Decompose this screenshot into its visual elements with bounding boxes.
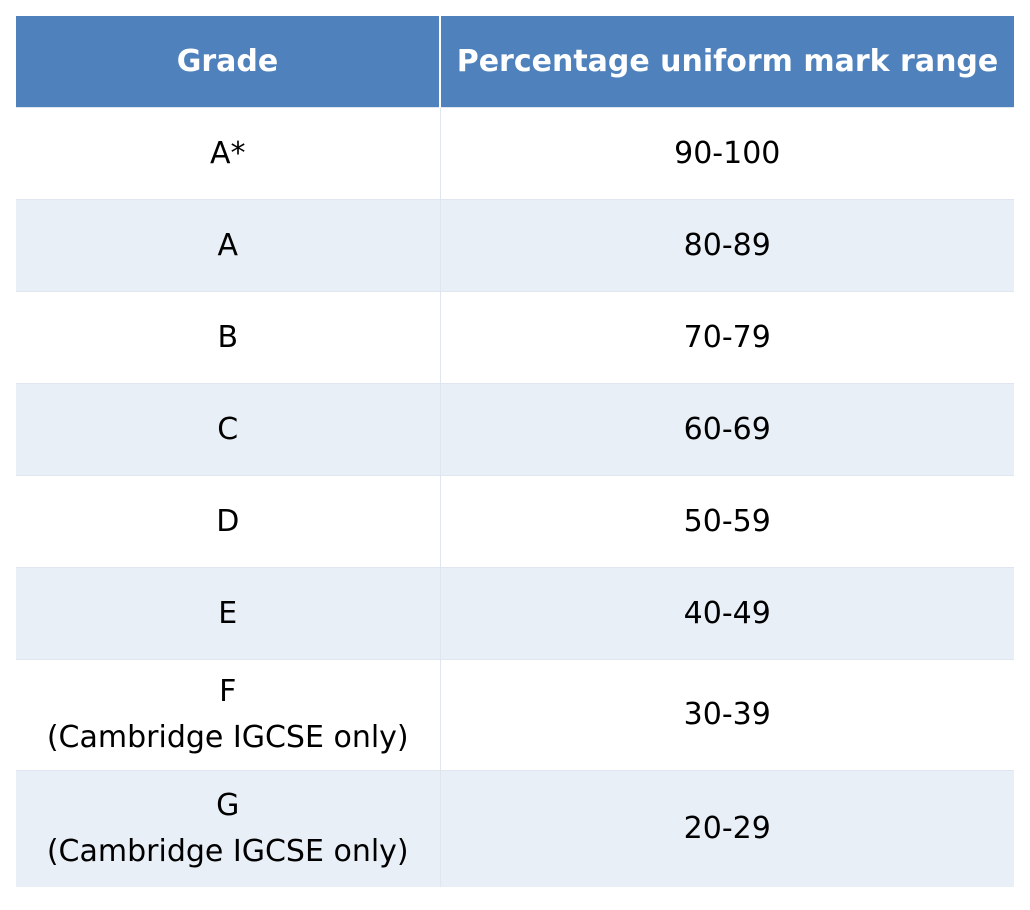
grade-cell: B — [16, 291, 441, 384]
range-cell: 80-89 — [440, 199, 1014, 292]
range-cell: 60-69 — [440, 383, 1014, 476]
range-cell: 20-29 — [440, 770, 1014, 887]
table-row: G (Cambridge IGCSE only) 20-29 — [16, 770, 1014, 887]
grade-note: (Cambridge IGCSE only) — [46, 834, 409, 869]
table-row: E 40-49 — [16, 567, 1014, 660]
table-row: A* 90-100 — [16, 107, 1014, 200]
table-row: A 80-89 — [16, 199, 1014, 292]
grade-table: Grade Percentage uniform mark range A* 9… — [16, 16, 1014, 887]
grade-cell: D — [16, 475, 441, 568]
grade-label: B — [217, 320, 239, 355]
header-row: Grade Percentage uniform mark range — [16, 16, 1014, 108]
grade-cell: G (Cambridge IGCSE only) — [16, 770, 441, 887]
range-cell: 30-39 — [440, 659, 1014, 771]
grade-label: F — [219, 673, 237, 709]
grade-cell: F (Cambridge IGCSE only) — [16, 659, 441, 771]
range-column-header: Percentage uniform mark range — [440, 16, 1014, 108]
table-row: F (Cambridge IGCSE only) 30-39 — [16, 659, 1014, 771]
grade-cell: E — [16, 567, 441, 660]
table-row: B 70-79 — [16, 291, 1014, 384]
grade-note: (Cambridge IGCSE only) — [46, 720, 409, 755]
table-row: C 60-69 — [16, 383, 1014, 476]
range-cell: 70-79 — [440, 291, 1014, 384]
grade-label: A — [217, 228, 239, 263]
range-cell: 50-59 — [440, 475, 1014, 568]
range-cell: 40-49 — [440, 567, 1014, 660]
grade-cell: A* — [16, 107, 441, 200]
grade-label: D — [216, 504, 240, 539]
grade-label: G — [216, 787, 240, 823]
grade-label: E — [218, 596, 238, 631]
grade-cell: A — [16, 199, 441, 292]
table-row: D 50-59 — [16, 475, 1014, 568]
range-cell: 90-100 — [440, 107, 1014, 200]
grade-column-header: Grade — [16, 16, 441, 108]
grade-label: A* — [209, 136, 246, 171]
grade-label: C — [217, 412, 239, 447]
grade-cell: C — [16, 383, 441, 476]
